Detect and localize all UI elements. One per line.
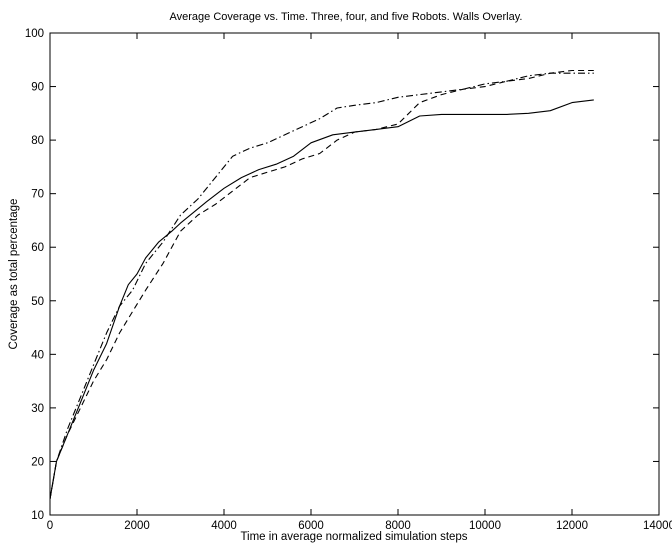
series-line-solid (49, 99, 594, 499)
y-tick-label: 90 (31, 82, 44, 94)
series-line-dashdot (49, 72, 594, 499)
x-tick-label: 10000 (469, 520, 501, 532)
y-tick-label: 20 (31, 456, 44, 468)
plot-area (49, 32, 660, 516)
series-layer (49, 69, 594, 499)
y-tick-label: 60 (31, 242, 44, 254)
x-tick-label: 14000 (643, 520, 672, 532)
x-tick-label: 2000 (124, 520, 150, 532)
y-tick-label: 70 (31, 189, 44, 201)
axis-ticks: 0 2000 4000 6000 8000 10000 12000 14000 10 20 30 40… (25, 28, 672, 532)
y-tick-label: 100 (25, 28, 44, 40)
x-tick-label: 8000 (385, 520, 411, 532)
x-axis-label: Time in average normalized simulation st… (240, 531, 467, 543)
y-tick-label: 80 (31, 135, 44, 147)
x-tick-label: 12000 (556, 520, 588, 532)
x-tick-label: 6000 (298, 520, 324, 532)
series-line-dashed (49, 69, 594, 499)
y-axis-label: Coverage as total percentage (8, 199, 20, 350)
y-tick-label: 30 (31, 403, 44, 415)
y-tick-label: 10 (31, 510, 44, 522)
chart-title: Average Coverage vs. Time. Three, four, … (170, 11, 523, 23)
y-tick-label: 50 (31, 296, 44, 308)
x-tick-label: 0 (47, 520, 53, 532)
x-tick-label: 4000 (211, 520, 237, 532)
y-tick-label: 40 (31, 349, 44, 361)
